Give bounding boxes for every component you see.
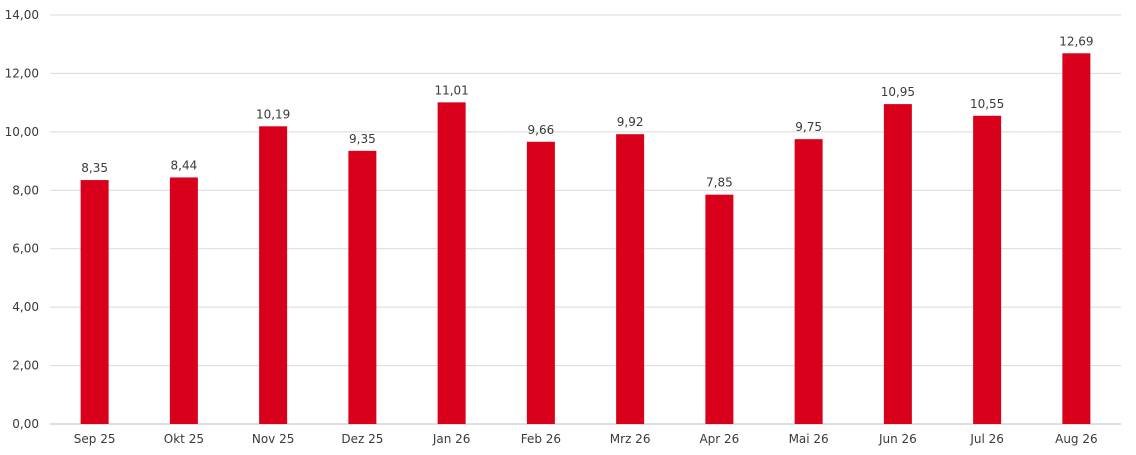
x-axis-tick-labels: Sep 25 Okt 25 Nov 25 Dez 25 Jan 26 Feb 26 Mrz …: [74, 432, 1098, 446]
y-tick-label: 6,00: [12, 242, 39, 256]
y-tick-label: 10,00: [5, 125, 39, 139]
data-label: 11,01: [434, 83, 468, 97]
bar: [80, 180, 109, 424]
data-label: 8,35: [81, 161, 108, 175]
x-tick-label: Sep 25: [74, 432, 116, 446]
data-label: 9,35: [349, 132, 376, 146]
bar: [169, 177, 198, 424]
gridlines: [50, 14, 1121, 425]
y-tick-label: 0,00: [12, 417, 39, 431]
bar: [616, 134, 645, 425]
x-tick-label: Jan 26: [432, 432, 471, 446]
x-tick-label: Nov 25: [252, 432, 295, 446]
bar: [705, 194, 734, 424]
data-label: 9,66: [528, 123, 555, 137]
bar: [348, 150, 377, 424]
x-tick-label: Mrz 26: [610, 432, 651, 446]
x-tick-label: Jun 26: [878, 432, 917, 446]
data-label: 9,75: [795, 120, 822, 134]
data-label: 10,55: [970, 97, 1004, 111]
bar: [1062, 53, 1091, 424]
y-tick-label: 8,00: [12, 183, 39, 197]
data-label: 7,85: [706, 176, 733, 190]
y-tick-label: 4,00: [12, 300, 39, 314]
bar: [883, 104, 912, 424]
x-tick-label: Apr 26: [699, 432, 739, 446]
y-tick-label: 14,00: [5, 8, 39, 22]
bar: [437, 102, 466, 425]
bar: [526, 141, 555, 425]
x-tick-label: Feb 26: [521, 432, 561, 446]
data-labels: 8,35 8,44 10,19 9,35 11,01 9,66 9,92 7,85 9,75 10…: [81, 34, 1093, 189]
data-label: 10,95: [881, 85, 915, 99]
y-tick-label: 12,00: [5, 66, 39, 80]
x-tick-label: Dez 25: [341, 432, 383, 446]
data-label: 12,69: [1059, 34, 1093, 48]
x-tick-label: Jul 26: [969, 432, 1004, 446]
data-label: 8,44: [171, 158, 198, 172]
x-tick-label: Mai 26: [789, 432, 829, 446]
bar: [259, 126, 288, 424]
data-label: 10,19: [256, 107, 290, 121]
x-tick-label: Okt 25: [164, 432, 204, 446]
x-tick-label: Aug 26: [1055, 432, 1098, 446]
data-label: 9,92: [617, 115, 644, 129]
bar: [794, 139, 823, 425]
bars: [80, 53, 1091, 425]
bar: [973, 115, 1002, 425]
y-axis-tick-labels: 0,00 2,00 4,00 6,00 8,00 10,00 12,00 14,00: [5, 8, 39, 431]
y-tick-label: 2,00: [12, 359, 39, 373]
